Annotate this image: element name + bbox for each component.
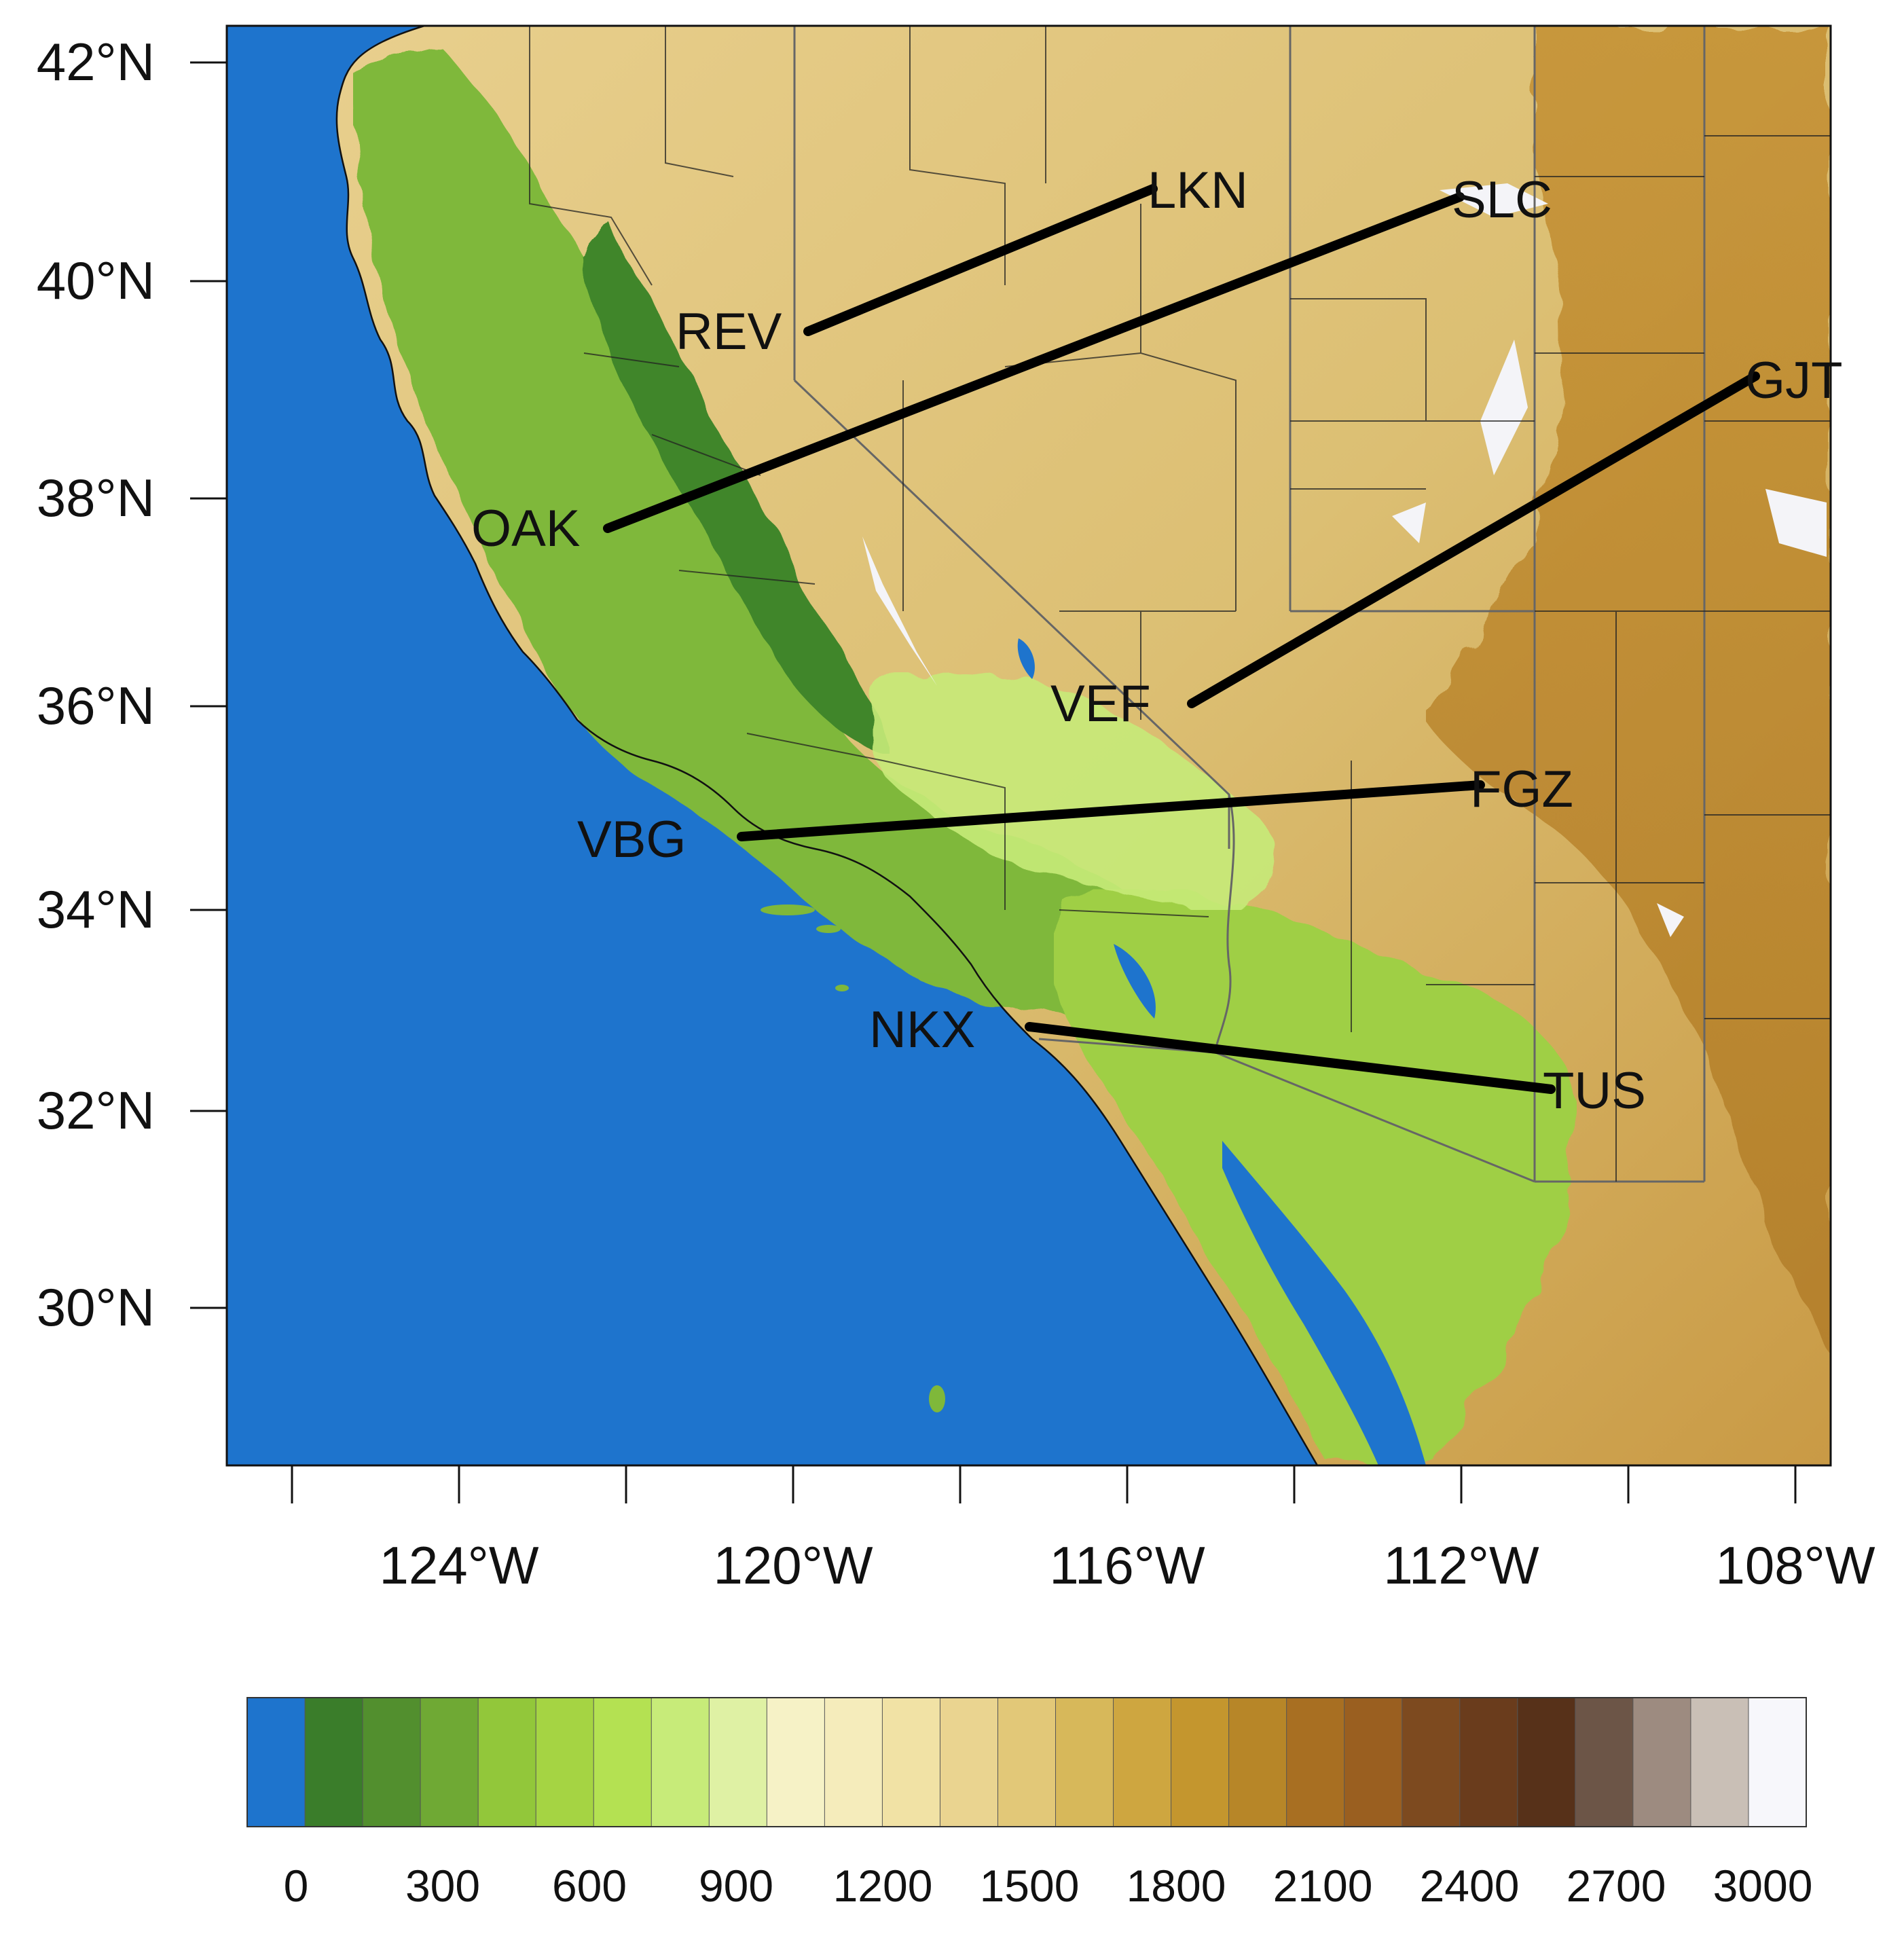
- colorbar-swatch: [881, 1697, 941, 1827]
- state-borders: [793, 26, 1706, 1183]
- colorbar-swatch: [362, 1697, 422, 1827]
- colorbar-swatch: [1517, 1697, 1576, 1827]
- salton-sea: [1114, 944, 1156, 1019]
- gulf-of-california: [1222, 1141, 1426, 1465]
- lat-label: 36°N: [37, 676, 155, 735]
- snow-peaks: [862, 183, 1827, 937]
- transect-nkx-tus: [1025, 1022, 1556, 1094]
- colorbar-swatch: [1690, 1697, 1749, 1827]
- colorbar-swatch: [477, 1697, 537, 1827]
- colorbar-swatch: [1344, 1697, 1403, 1827]
- colorbar-swatch: [766, 1697, 826, 1827]
- colorbar-tick-label: 300: [405, 1861, 480, 1911]
- channel-islands: [761, 905, 945, 1412]
- colorbar-swatch: [1228, 1697, 1287, 1827]
- station-label-nkx: NKX: [869, 1001, 975, 1059]
- colorbar-swatch: [1748, 1697, 1807, 1827]
- station-label-rev: REV: [676, 303, 782, 361]
- colorbar-swatch: [420, 1697, 479, 1827]
- colorbar-swatch: [1113, 1697, 1172, 1827]
- colorbar-swatch: [1402, 1697, 1461, 1827]
- colorbar-tick-label: 2400: [1420, 1861, 1520, 1911]
- lat-labels: 42°N 40°N 38°N 36°N 34°N 32°N 30°N: [37, 32, 155, 1337]
- colorbar-swatch: [708, 1697, 768, 1827]
- colorbar-tick-label: 0: [284, 1861, 309, 1911]
- station-label-oak: OAK: [471, 500, 581, 558]
- lat-label: 38°N: [37, 468, 155, 528]
- colorbar-swatch: [939, 1697, 999, 1827]
- transect-oak-slc: [603, 192, 1465, 533]
- station-label-vbg: VBG: [577, 811, 686, 869]
- transect-vef-gjt: [1187, 371, 1760, 708]
- coastline: [335, 26, 1319, 1465]
- transect-vbg-fgz: [737, 780, 1485, 841]
- colorbar-swatch: [1171, 1697, 1230, 1827]
- station-label-gjt: GJT: [1745, 352, 1843, 409]
- colorbar-tick-label: 1500: [980, 1861, 1080, 1911]
- transect-rev-lkn: [803, 184, 1158, 336]
- lat-label: 30°N: [37, 1277, 155, 1337]
- lon-ticks: [291, 1465, 1797, 1503]
- colorbar-swatch: [246, 1697, 306, 1827]
- colorbar-tick-label: 1800: [1127, 1861, 1226, 1911]
- station-labels: LKN SLC REV GJT OAK VEF FGZ VBG NKX TUS: [471, 162, 1843, 1120]
- colorado-plateau: [1426, 26, 1831, 1358]
- colorbar-tick-label: 2100: [1273, 1861, 1373, 1911]
- station-label-slc: SLC: [1452, 171, 1552, 229]
- station-label-tus: TUS: [1543, 1062, 1646, 1120]
- colorbar-tick-label: 900: [699, 1861, 773, 1911]
- lon-labels: 124°W 120°W 116°W 112°W 108°W: [380, 1535, 1875, 1595]
- colorbar-swatch: [593, 1697, 653, 1827]
- station-label-vef: VEF: [1050, 675, 1151, 733]
- lon-label: 112°W: [1383, 1535, 1539, 1595]
- colorbar-swatch: [535, 1697, 595, 1827]
- colorbar-frame: [246, 1697, 1807, 1827]
- colorbar-swatch: [1575, 1697, 1634, 1827]
- station-label-lkn: LKN: [1148, 162, 1248, 219]
- colorbar-swatch: [824, 1697, 883, 1827]
- county-borders: [529, 26, 1831, 1182]
- mojave-lowlands: [867, 672, 1277, 910]
- colorbar-swatch: [1459, 1697, 1518, 1827]
- lat-label: 32°N: [37, 1080, 155, 1140]
- lon-label: 124°W: [380, 1535, 539, 1595]
- colorbar-swatch: [651, 1697, 710, 1827]
- map-area: [227, 26, 1831, 1465]
- colorbar-tick-label: 600: [552, 1861, 627, 1911]
- lat-ticks: [190, 61, 227, 1309]
- lon-label: 116°W: [1049, 1535, 1205, 1595]
- lon-label: 108°W: [1716, 1535, 1875, 1595]
- colorbar-labels: 0 300 600 900 1200 1500 1800 2100 2400 2…: [284, 1861, 1813, 1911]
- transect-lines: [603, 184, 1760, 1094]
- colorbar-tick-label: 1200: [833, 1861, 933, 1911]
- station-label-fgz: FGZ: [1470, 761, 1573, 818]
- lat-label: 42°N: [37, 32, 155, 92]
- colorbar-swatch: [1632, 1697, 1691, 1827]
- colorbar-tick-label: 2700: [1567, 1861, 1666, 1911]
- colorbar-swatch: [997, 1697, 1057, 1827]
- california-lowlands: [353, 41, 1494, 1120]
- lat-label: 34°N: [37, 879, 155, 939]
- central-valley: [577, 217, 890, 754]
- elevation-colorbar: [246, 1697, 1807, 1827]
- lat-label: 40°N: [37, 251, 155, 310]
- map-frame: [225, 24, 1832, 1467]
- colorbar-tick-label: 3000: [1713, 1861, 1813, 1911]
- colorbar-swatch: [1286, 1697, 1345, 1827]
- colorbar-swatch: [304, 1697, 364, 1827]
- lake-tahoe: [1017, 638, 1035, 679]
- colorbar-swatch: [1055, 1697, 1114, 1827]
- lon-label: 120°W: [714, 1535, 873, 1595]
- sonoran-lowlands: [1054, 889, 1577, 1465]
